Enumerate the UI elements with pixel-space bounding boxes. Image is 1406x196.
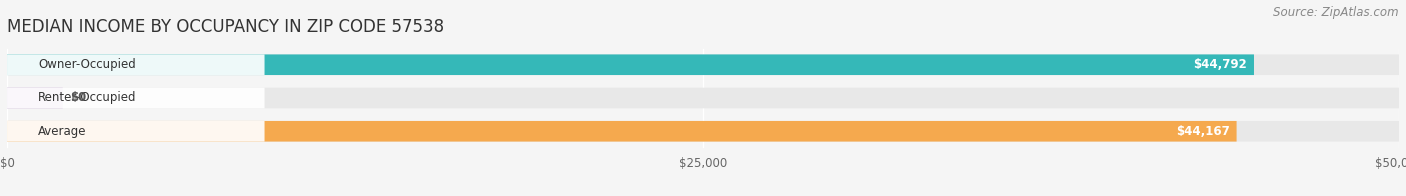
Text: Renter-Occupied: Renter-Occupied — [38, 92, 136, 104]
Text: Average: Average — [38, 125, 86, 138]
FancyBboxPatch shape — [7, 88, 63, 108]
FancyBboxPatch shape — [7, 121, 264, 142]
FancyBboxPatch shape — [7, 54, 1254, 75]
FancyBboxPatch shape — [7, 121, 1237, 142]
FancyBboxPatch shape — [7, 88, 264, 108]
Text: Owner-Occupied: Owner-Occupied — [38, 58, 136, 71]
Text: $44,167: $44,167 — [1175, 125, 1230, 138]
Text: Source: ZipAtlas.com: Source: ZipAtlas.com — [1274, 6, 1399, 19]
FancyBboxPatch shape — [7, 54, 1399, 75]
FancyBboxPatch shape — [7, 54, 264, 75]
Text: $0: $0 — [70, 92, 86, 104]
Text: $44,792: $44,792 — [1194, 58, 1247, 71]
Text: MEDIAN INCOME BY OCCUPANCY IN ZIP CODE 57538: MEDIAN INCOME BY OCCUPANCY IN ZIP CODE 5… — [7, 18, 444, 36]
FancyBboxPatch shape — [7, 88, 1399, 108]
FancyBboxPatch shape — [7, 121, 1399, 142]
